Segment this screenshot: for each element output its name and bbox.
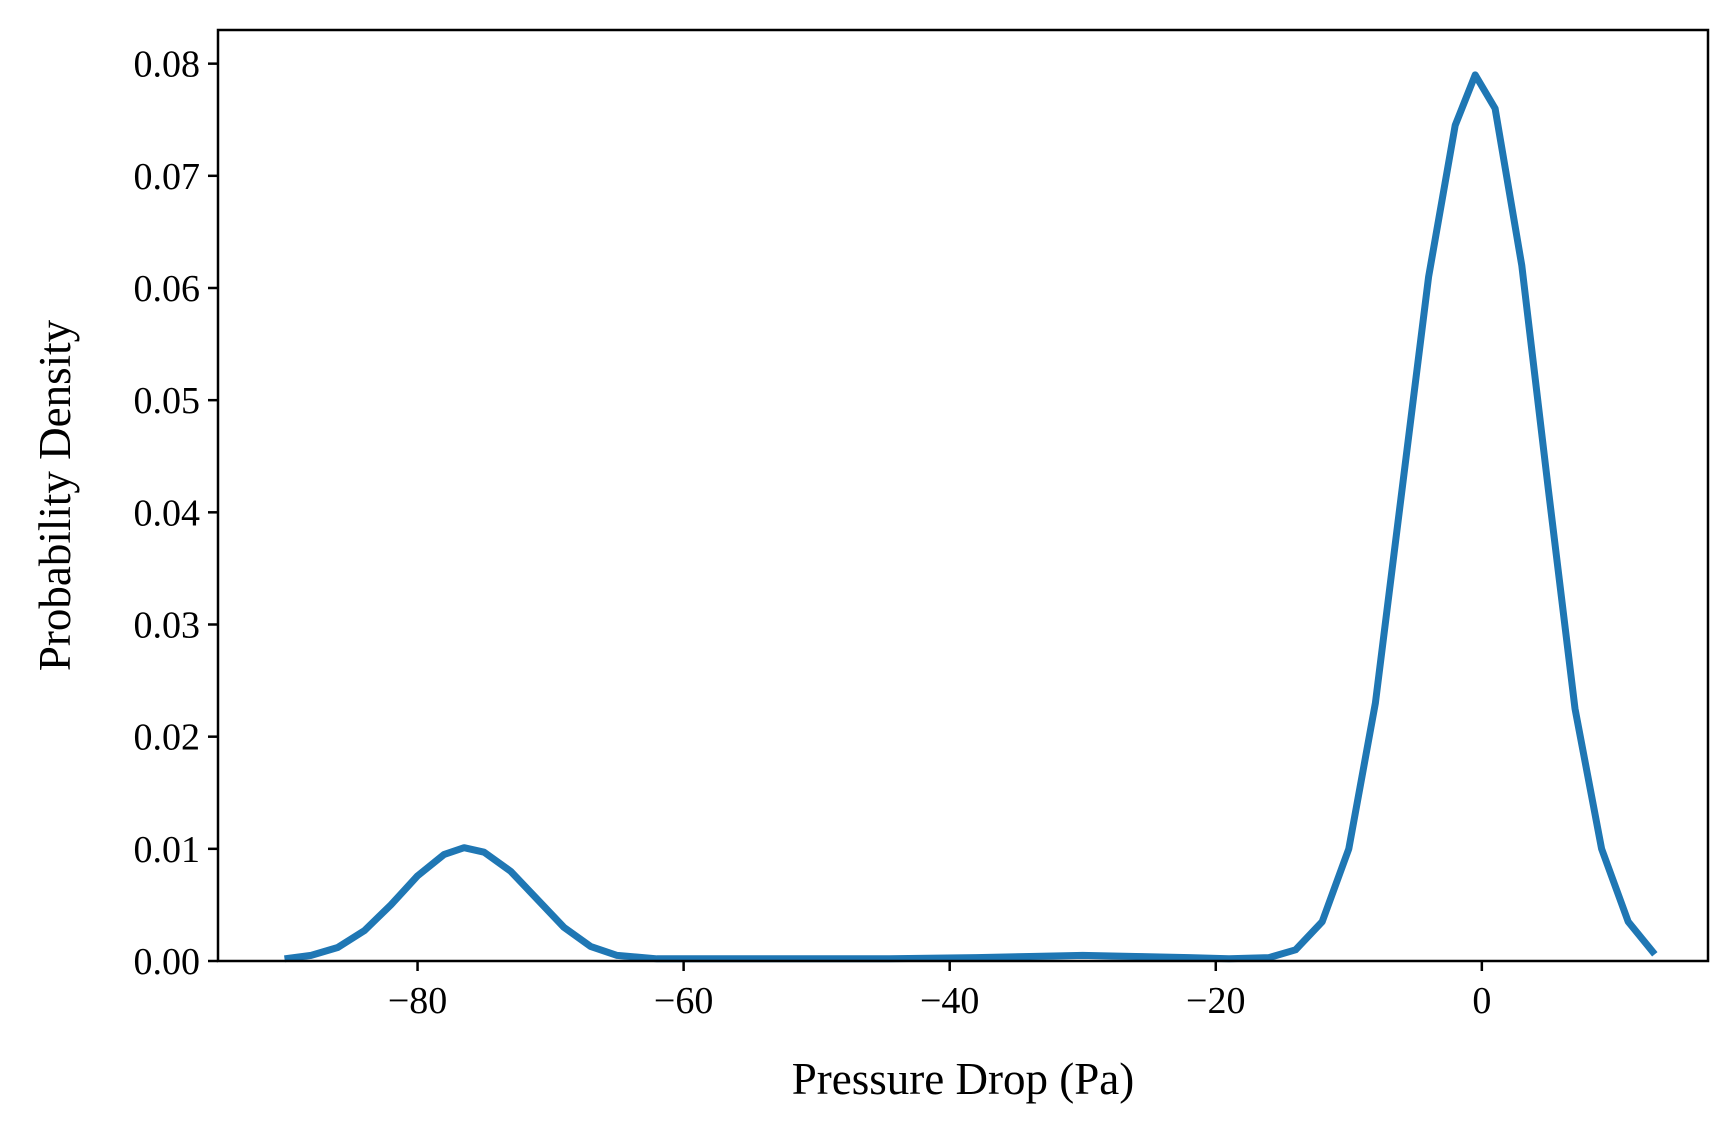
x-tick-label: −60 — [654, 980, 713, 1022]
x-tick-label: −80 — [388, 980, 447, 1022]
plot-area — [284, 71, 1658, 963]
x-axis-label: Pressure Drop (Pa) — [792, 1054, 1134, 1104]
x-tick-label: −40 — [920, 980, 979, 1022]
y-tick-label: 0.05 — [134, 380, 201, 422]
y-axis-ticks: 0.00 0.01 0.02 0.03 0.04 0.05 0.06 0.07 0.08 — [134, 44, 218, 983]
y-tick-label: 0.07 — [134, 156, 201, 198]
y-tick-label: 0.03 — [134, 604, 201, 646]
y-tick-label: 0.02 — [134, 717, 201, 759]
x-tick-label: 0 — [1472, 980, 1491, 1022]
density-curve — [284, 71, 1658, 963]
y-tick-label: 0.04 — [134, 492, 201, 534]
x-axis-ticks: −80 −60 −40 −20 0 — [388, 961, 1491, 1022]
x-tick-label: −20 — [1186, 980, 1245, 1022]
y-tick-label: 0.00 — [134, 941, 201, 983]
y-tick-label: 0.06 — [134, 268, 201, 310]
axes-frame — [216, 28, 1710, 963]
y-axis-label: Probability Density — [30, 319, 80, 671]
y-tick-label: 0.08 — [134, 44, 201, 86]
y-tick-label: 0.01 — [134, 829, 201, 871]
